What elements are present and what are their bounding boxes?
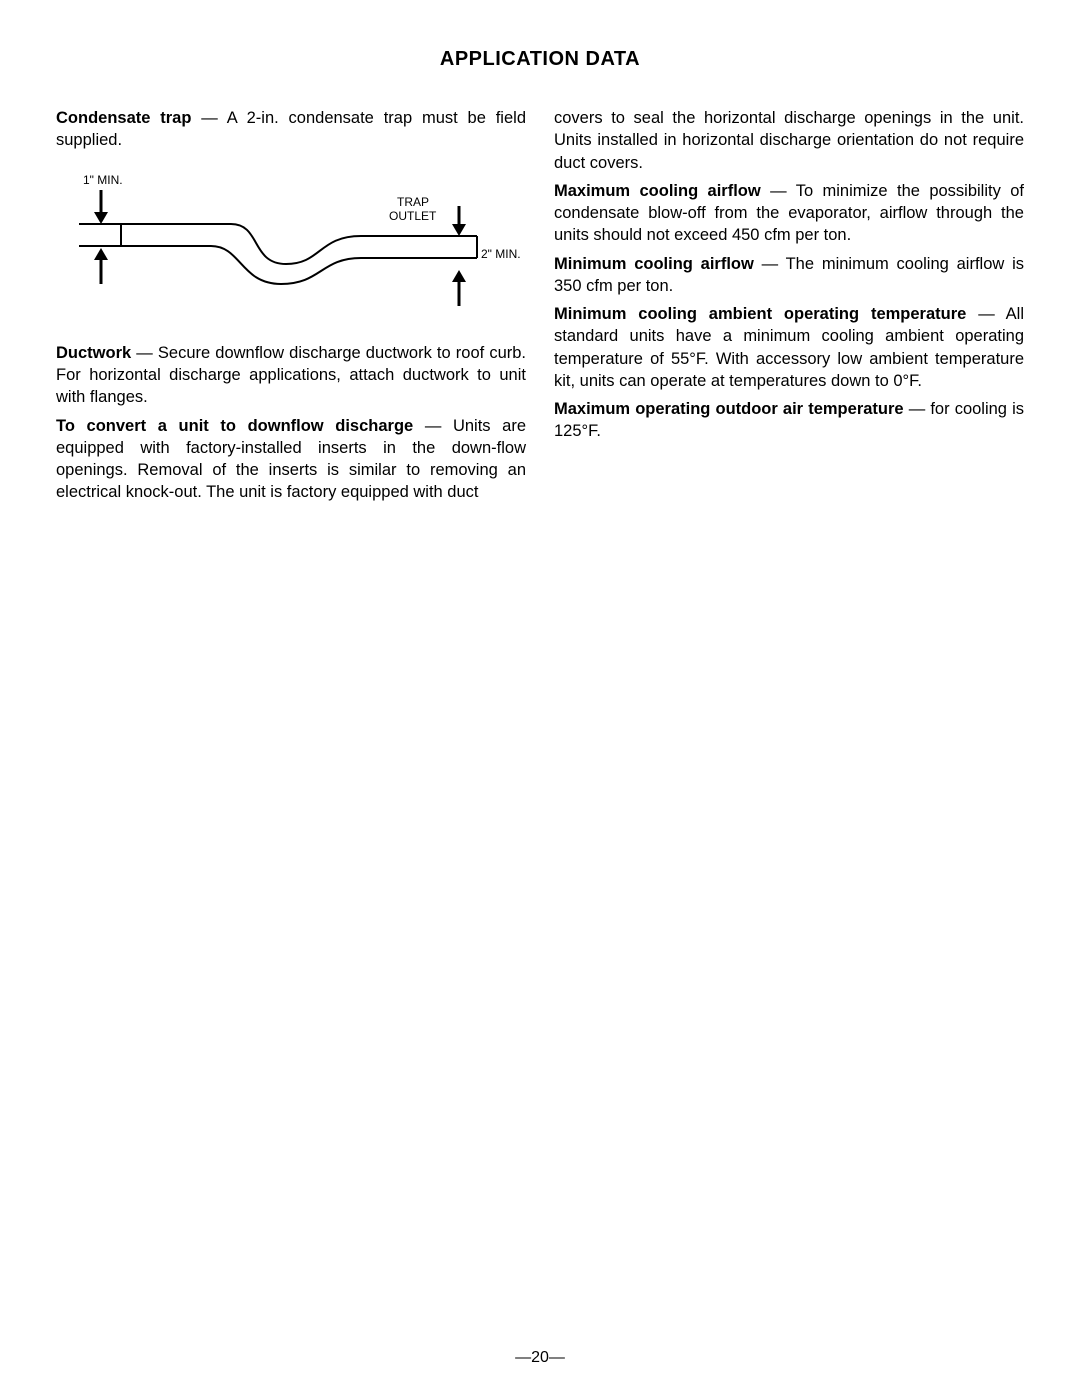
para-ductwork: Ductwork — Secure downflow discharge duc… (56, 342, 526, 409)
lead-max-cooling-airflow: Maximum cooling airflow (554, 182, 761, 200)
lead-convert-downflow: To convert a unit to downflow discharge (56, 417, 413, 435)
trap-diagram-svg: 1" MIN. TRAP OUTLET 2" MIN. (56, 166, 526, 316)
lead-ductwork: Ductwork (56, 344, 131, 362)
body-covers-continuation: covers to seal the horizontal discharge … (554, 109, 1024, 172)
lead-condensate-trap: Condensate trap (56, 109, 191, 127)
right-column: covers to seal the horizontal discharge … (554, 107, 1024, 510)
page-title: APPLICATION DATA (56, 48, 1024, 71)
left-column: Condensate trap — A 2-in. condensate tra… (56, 107, 526, 510)
arrow-top-head (94, 212, 108, 224)
para-condensate-trap: Condensate trap — A 2-in. condensate tra… (56, 107, 526, 152)
label-outlet: OUTLET (389, 209, 437, 223)
para-min-cooling-airflow: Minimum cooling airflow — The minimum co… (554, 253, 1024, 298)
arrow-bottomright-head (452, 270, 466, 282)
lead-min-cooling-airflow: Minimum cooling airflow (554, 255, 754, 273)
page-number: —20— (0, 1349, 1080, 1367)
arrow-bottomleft-head (94, 248, 108, 260)
label-two-inch-min: 2" MIN. (481, 247, 521, 261)
para-convert-downflow: To convert a unit to downflow discharge … (56, 415, 526, 504)
lead-max-outdoor-temp: Maximum operating outdoor air temperatur… (554, 400, 904, 418)
content-columns: Condensate trap — A 2-in. condensate tra… (56, 107, 1024, 510)
para-min-cooling-ambient: Minimum cooling ambient operating temper… (554, 303, 1024, 392)
para-max-outdoor-temp: Maximum operating outdoor air temperatur… (554, 398, 1024, 443)
para-max-cooling-airflow: Maximum cooling airflow — To minimize th… (554, 180, 1024, 247)
condensate-trap-diagram: 1" MIN. TRAP OUTLET 2" MIN. (56, 166, 526, 322)
label-one-inch-min: 1" MIN. (83, 173, 123, 187)
label-trap: TRAP (397, 195, 429, 209)
pipe-trap-outer (211, 246, 477, 284)
lead-min-cooling-ambient: Minimum cooling ambient operating temper… (554, 305, 966, 323)
para-covers-continuation: covers to seal the horizontal discharge … (554, 107, 1024, 174)
arrow-outlet-head (452, 224, 466, 236)
page: APPLICATION DATA Condensate trap — A 2-i… (0, 0, 1080, 1397)
